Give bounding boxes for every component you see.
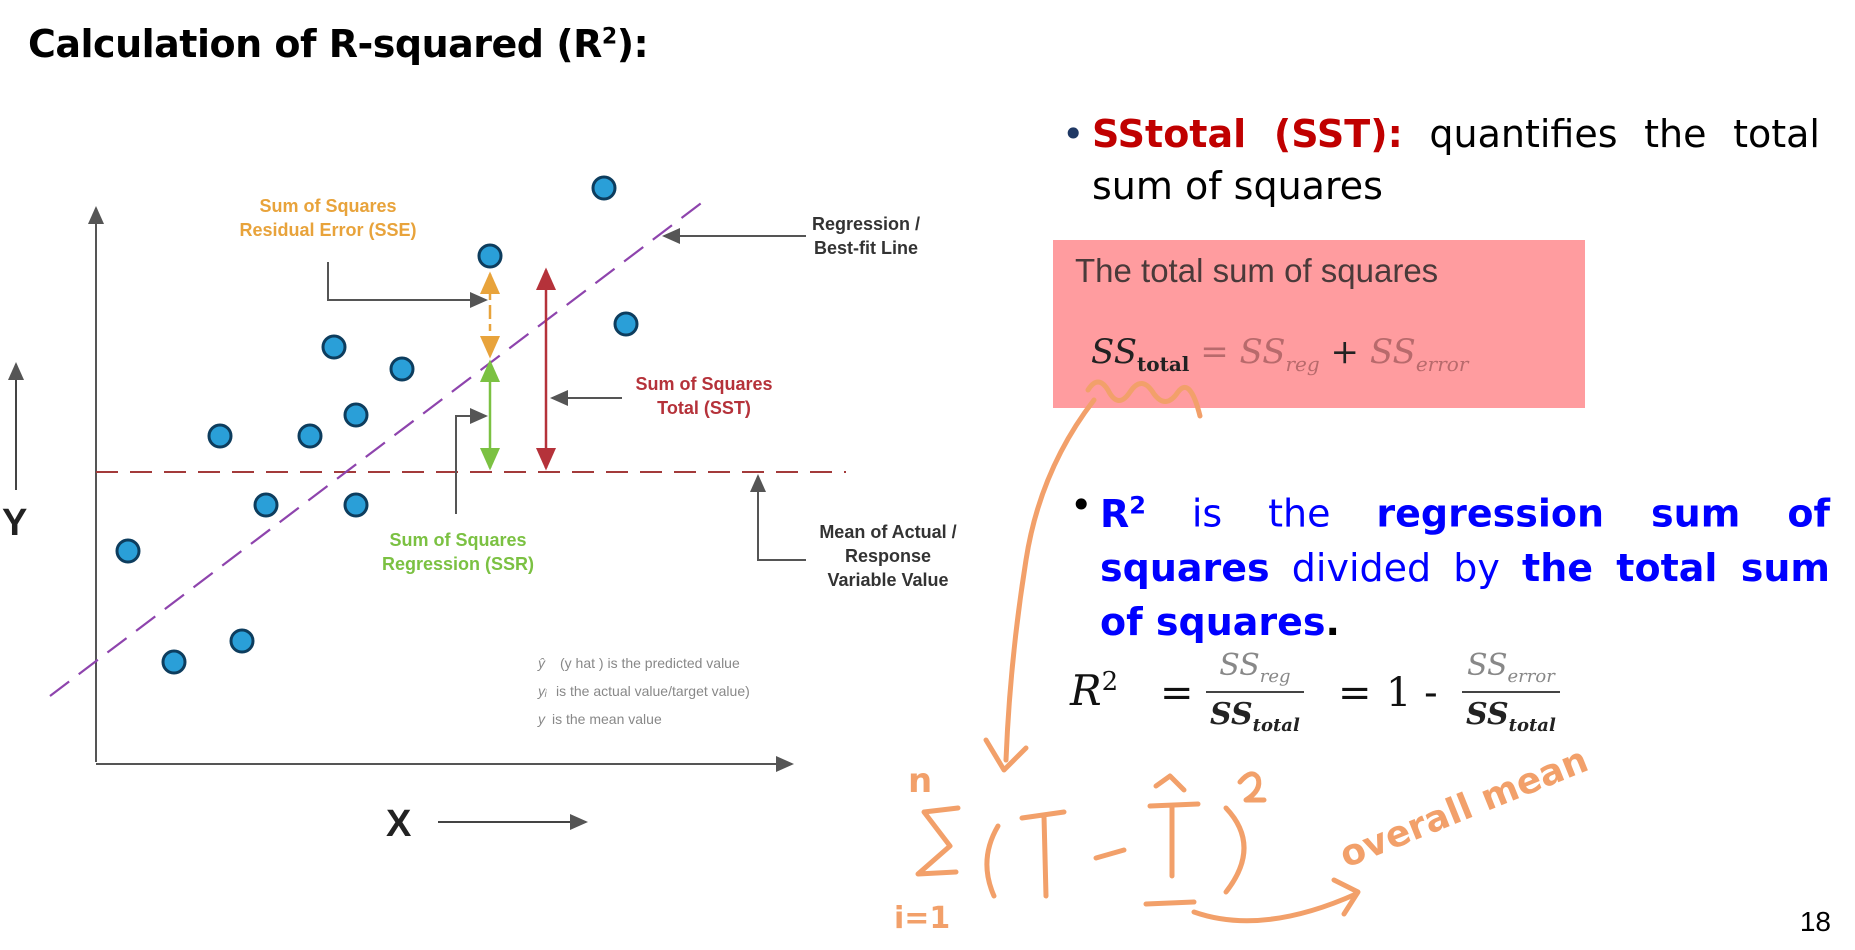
close-paren [1223, 805, 1247, 895]
sse-pointer [327, 262, 488, 308]
ss-total-symbol: SStotal [1091, 332, 1190, 376]
total-sum-of-squares-box: The total sum of squares SStotal = SSreg… [1053, 240, 1585, 408]
slide-title: Calculation of R-squared (R2): [28, 22, 649, 66]
y-hat-stroke [1147, 801, 1201, 879]
data-point [343, 492, 369, 518]
sse-label-line1: Sum of Squares [259, 196, 396, 216]
bullet-sstotal: • SStotal (SST): quantifies the total su… [1062, 108, 1820, 212]
bullet2-bold2: the total sum of squares [1100, 545, 1830, 644]
squared-mark [1237, 771, 1267, 803]
mean-label-line3: Variable Value [827, 570, 948, 590]
r2-one-minus: 1 - [1386, 670, 1438, 716]
ss-reg-symbol: SSreg [1239, 332, 1320, 376]
sse-label-line2: Residual Error (SSE) [239, 220, 416, 240]
formula-box-equation: SStotal = SSreg + SSerror [1091, 332, 1468, 376]
ss-error-symbol: SSerror [1369, 332, 1469, 376]
data-point [253, 492, 279, 518]
data-point [613, 311, 639, 337]
bullet-r-squared: • R2 is the regression sum of squares di… [1070, 478, 1830, 649]
y-hat-caret [1153, 773, 1187, 793]
frac1-denominator: SStotal [1210, 697, 1300, 736]
ssreg-over-sstotal: SSreg SStotal [1206, 648, 1304, 736]
mean-label-line1: Mean of Actual / [819, 522, 956, 542]
r-symbol: R2 [1100, 491, 1146, 536]
legend-ybar-text: is the mean value [552, 711, 662, 727]
ssr-label-line2: Regression (SSR) [382, 554, 534, 574]
page-number: 18 [1799, 906, 1831, 937]
mean-label-line2: Response [845, 546, 931, 566]
x-axis-label: X [386, 803, 412, 845]
r-squared-formula: R2 = SSreg SStotal = 1 - SSerror SStotal [1070, 640, 1590, 760]
sum-lower-limit: i=1 [894, 901, 950, 936]
data-point [389, 356, 415, 382]
frac1-bar [1206, 691, 1304, 693]
data-point [477, 243, 503, 269]
sserror-over-sstotal: SSerror SStotal [1462, 648, 1560, 736]
formula-equals: = [1200, 332, 1229, 372]
data-points [115, 175, 639, 675]
legend-yhat-symbol: ŷ [537, 655, 546, 671]
overbar [1143, 899, 1197, 907]
legend-yhat-text: (y hat ) is the predicted value [560, 655, 740, 671]
frac1-numerator: SSreg [1219, 648, 1291, 687]
bullet2-bold1: regression sum of squares [1100, 491, 1830, 590]
frac2-bar [1462, 691, 1560, 693]
title-end: ): [616, 22, 649, 66]
r2-equals-1: = [1160, 670, 1194, 716]
data-point [161, 649, 187, 675]
regression-diagram: Y X Sum of Squares Residual Error (SSE) … [2, 175, 957, 845]
data-point [321, 334, 347, 360]
sst-label-line2: Total (SST) [657, 398, 751, 418]
ssr-pointer [455, 408, 488, 514]
title-text: Calculation of R-squared (R [28, 22, 602, 66]
legend-ybar-symbol: y [537, 711, 546, 727]
mean-pointer [750, 474, 806, 561]
title-superscript: 2 [601, 24, 617, 50]
y-axis-label: Y [2, 502, 27, 544]
r2-lhs: R2 [1070, 666, 1119, 715]
formula-box-title: The total sum of squares [1075, 252, 1439, 289]
bullet-dot: • [1070, 483, 1093, 527]
sst-label-line1: Sum of Squares [635, 374, 772, 394]
frac2-numerator: SSerror [1466, 648, 1555, 687]
data-point [591, 175, 617, 201]
underbar-arrow [1191, 891, 1359, 924]
y-i-stroke [1019, 809, 1067, 899]
data-point [207, 423, 233, 449]
bullet2-period: . [1325, 599, 1340, 644]
data-point [297, 423, 323, 449]
bullet-sstotal-term: SStotal (SST): [1092, 112, 1403, 156]
legend-yi-text: is the actual value/target value) [556, 683, 750, 699]
underbar-arrow-head [1331, 877, 1361, 917]
regression-label-line2: Best-fit Line [814, 238, 918, 258]
bullet2-text2: divided by [1291, 545, 1500, 590]
overall-mean-note: overall mean [1334, 740, 1594, 877]
data-point [229, 628, 255, 654]
bullet-sstotal-text: quantifies the total sum of squares [1092, 112, 1820, 208]
minus-stroke [1093, 847, 1127, 861]
data-point [343, 402, 369, 428]
bullet2-text1: is the [1191, 491, 1331, 536]
ssr-label-line1: Sum of Squares [389, 530, 526, 550]
legend-yi-symbol: yᵢ [537, 683, 547, 699]
regression-line [49, 197, 709, 697]
regression-label-line1: Regression / [812, 214, 920, 234]
bullet-dot: • [1062, 112, 1085, 156]
frac2-denominator: SStotal [1466, 697, 1556, 736]
formula-plus: + [1330, 332, 1360, 372]
data-point [115, 538, 141, 564]
r2-equals-2: = [1338, 670, 1372, 716]
